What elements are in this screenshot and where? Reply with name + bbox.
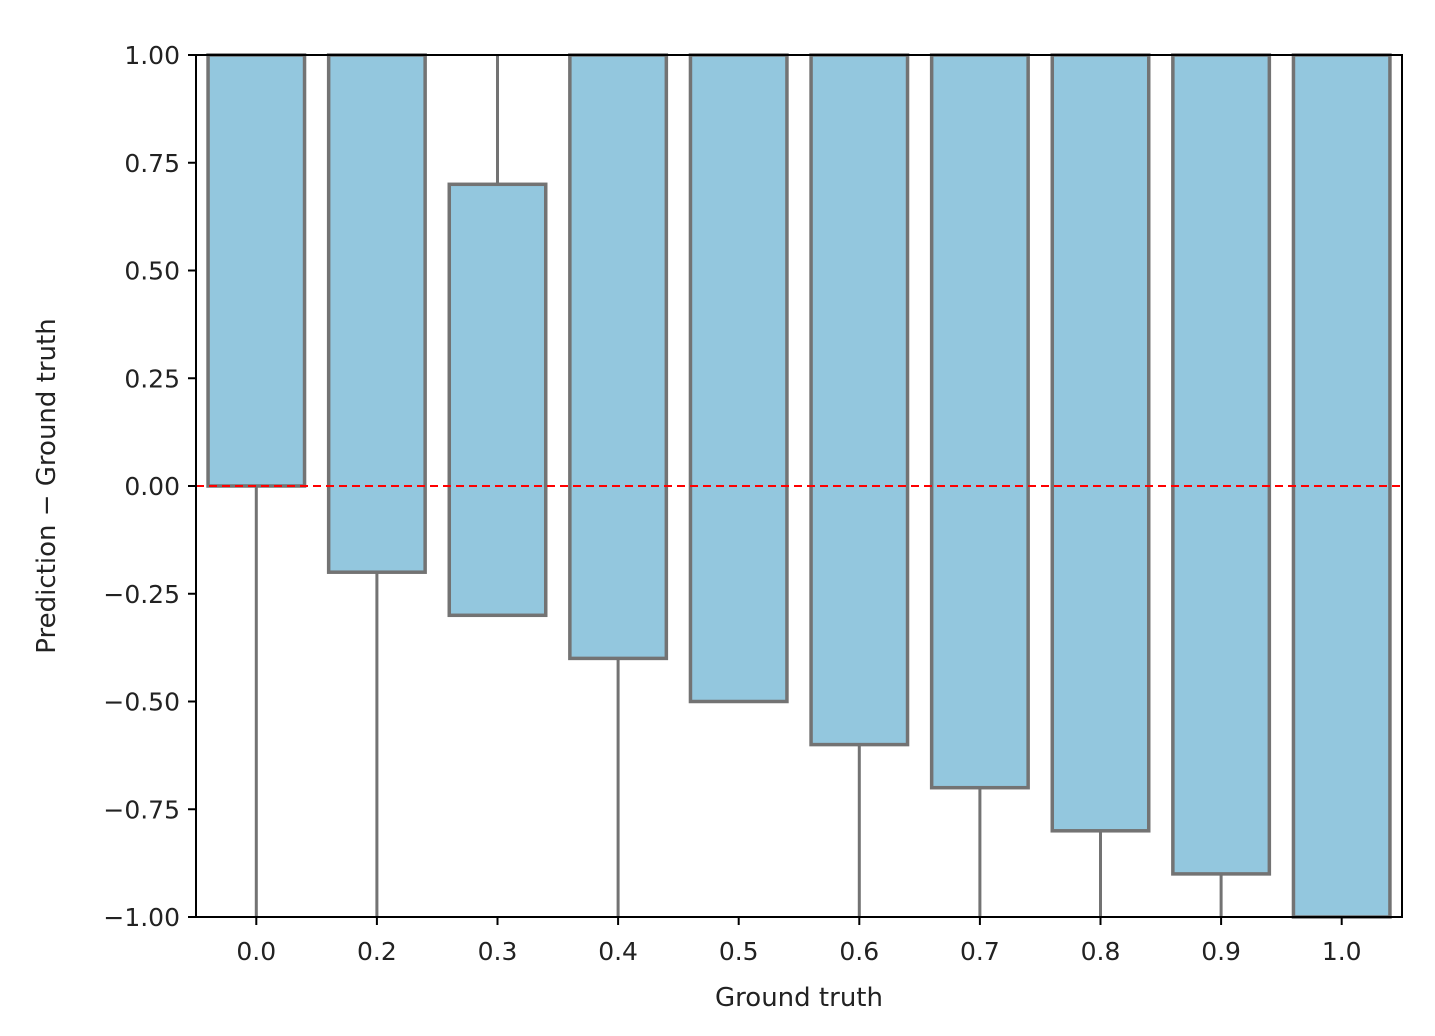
box-body (809, 53, 910, 747)
box-0.5 (688, 53, 789, 704)
x-tick-label: 0.7 (960, 937, 1000, 966)
x-tick-label: 0.9 (1201, 937, 1241, 966)
box-body (929, 53, 1030, 790)
box-body (568, 53, 669, 661)
x-tick-label: 0.3 (478, 937, 518, 966)
x-tick-label: 0.8 (1081, 937, 1121, 966)
box-0.4 (568, 53, 669, 917)
x-tick-label: 1.0 (1322, 937, 1362, 966)
x-axis: 0.0 0.2 0.3 0.4 0.5 0.6 0.7 0.8 0.9 1.0 (236, 917, 1362, 966)
y-axis: −1.00 −0.75 −0.50 −0.25 0.00 0.25 0.50 0.75 1.00 (103, 41, 196, 932)
box-0.0 (206, 53, 307, 917)
y-tick-label: 0.25 (124, 364, 180, 393)
box-body (1050, 53, 1151, 833)
boxes-layer (206, 53, 1392, 919)
x-tick-label: 0.4 (598, 937, 638, 966)
y-tick-label: 0.75 (124, 149, 180, 178)
y-tick-label: −0.50 (103, 688, 180, 717)
x-axis-label: Ground truth (715, 983, 883, 1013)
box-0.3 (447, 55, 548, 618)
box-body (1171, 53, 1272, 876)
y-tick-label: −0.25 (103, 580, 180, 609)
x-tick-label: 0.0 (236, 937, 276, 966)
y-tick-label: −0.75 (103, 795, 180, 824)
y-tick-label: −1.00 (103, 903, 180, 932)
box-body (688, 53, 789, 704)
y-tick-label: 0.50 (124, 257, 180, 286)
x-tick-label: 0.5 (719, 937, 759, 966)
y-axis-label: Prediction − Ground truth (32, 318, 62, 653)
box-0.8 (1050, 53, 1151, 917)
x-tick-label: 0.2 (357, 937, 397, 966)
box-0.7 (929, 53, 1030, 917)
box-body (206, 53, 307, 488)
x-tick-label: 0.6 (839, 937, 879, 966)
box-body (326, 53, 427, 574)
box-body (447, 182, 548, 618)
y-tick-label: 0.00 (124, 472, 180, 501)
box-0.9 (1171, 53, 1272, 917)
y-tick-label: 1.00 (124, 41, 180, 70)
